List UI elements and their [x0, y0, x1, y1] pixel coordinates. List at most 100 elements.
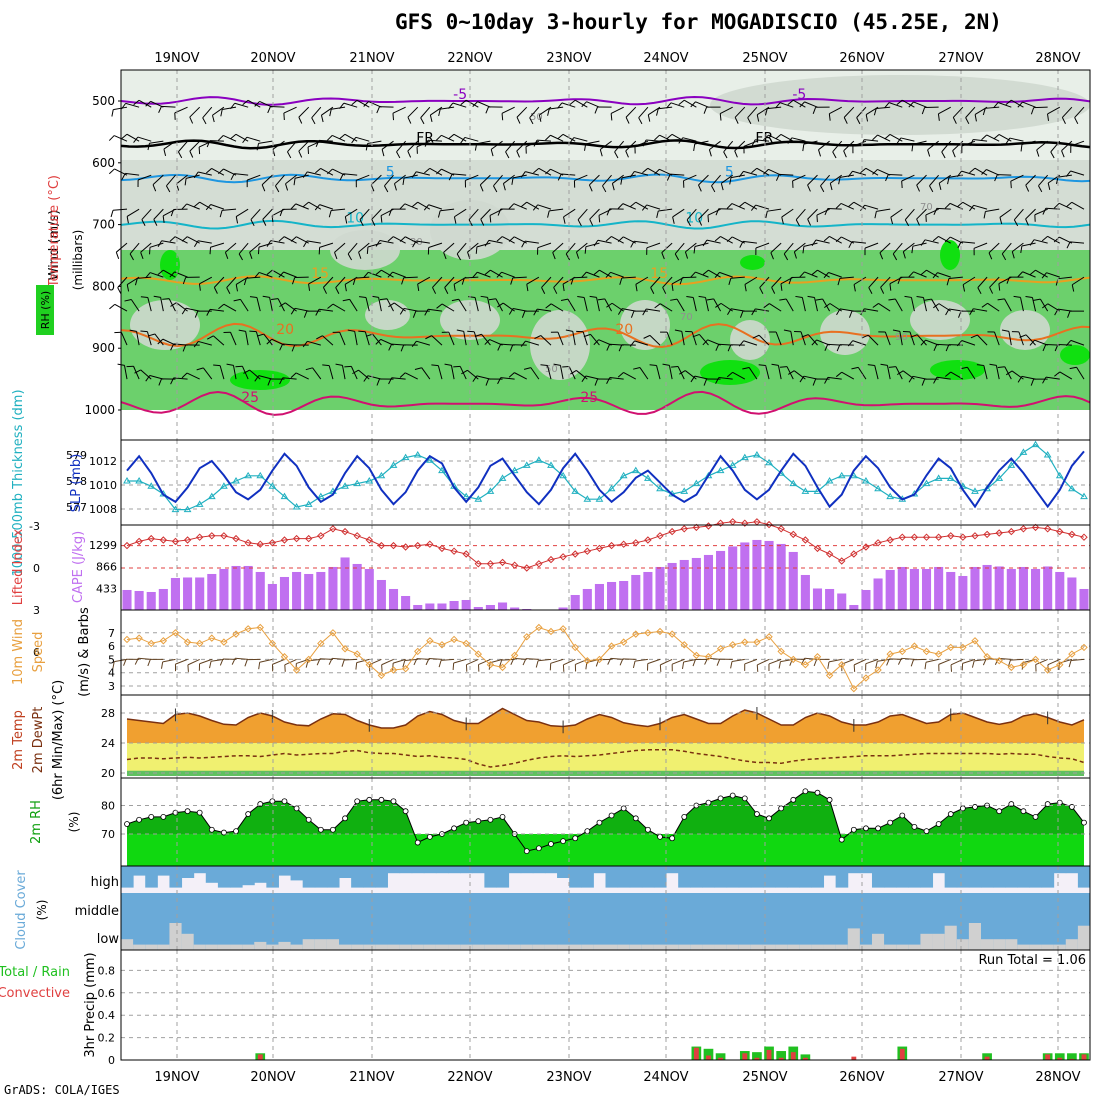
wind-barb-flag [599, 149, 603, 157]
wind-barb-staff [530, 367, 540, 380]
wind-barb-staff [403, 276, 418, 279]
wind-barb-flag [952, 150, 956, 158]
wind-barb-flag [619, 658, 624, 666]
upper-wind-barb [1066, 201, 1085, 210]
wind-barb-flag [771, 363, 779, 366]
wind-barb-staff [367, 375, 382, 380]
rh-marker [330, 826, 336, 833]
wind-barb-staff [467, 369, 479, 380]
upper-wind-barb [1066, 241, 1085, 249]
upper-wind-barb [320, 106, 334, 123]
pressure-tick-label: 500 [92, 94, 115, 108]
upper-wind-barb [715, 376, 733, 384]
wind-barb-flag [352, 277, 356, 285]
wind-barb-flag [711, 185, 716, 193]
wind-barb-staff [767, 106, 782, 110]
upper-wind-barb [485, 106, 503, 114]
upper-wind-barb [843, 106, 855, 124]
wind-barb-flag [617, 203, 624, 209]
wind-barb-staff [989, 276, 1000, 288]
wind-barb-staff [1033, 239, 1048, 244]
upper-wind-barb [388, 377, 406, 385]
wind-barb-flag [291, 277, 296, 285]
wind-barb-staff [1071, 658, 1085, 661]
li-marker [838, 557, 846, 565]
upper-wind-barb [448, 173, 467, 181]
wind-barb-staff [1058, 202, 1073, 210]
cloud-high-bar [1053, 866, 1067, 874]
wind-barb-flag [783, 253, 789, 261]
upper-wind-barb [552, 242, 564, 260]
upper-wind-barb [941, 140, 952, 159]
rh-marker [475, 818, 482, 825]
wind-barb-flag [581, 101, 587, 108]
wind-barb-flag [218, 303, 225, 310]
wind-barb-staff [154, 333, 164, 346]
li-tick-label: 6 [33, 646, 40, 659]
upper-wind-barb [801, 334, 818, 346]
wind-barb-staff [258, 375, 273, 380]
wind-barb-staff [428, 204, 443, 210]
isotherm-label: -5 [792, 87, 806, 103]
rh-marker [1081, 819, 1087, 826]
wind-barb-flag [969, 308, 974, 315]
wind-barb-flag [892, 329, 900, 332]
upper-wind-barb [576, 330, 588, 346]
upper-wind-barb [938, 174, 952, 191]
wind-barb-flag [147, 143, 150, 151]
wind10-barb [284, 658, 297, 672]
cloud-high-bar [508, 866, 522, 874]
wind-barb-staff [828, 658, 842, 663]
wind-barb-flag [497, 377, 502, 385]
upper-wind-barb [565, 329, 576, 346]
li-marker [595, 544, 604, 553]
wind10-barb [865, 658, 879, 671]
upper-wind-barb [121, 102, 140, 110]
wind-barb-flag [563, 216, 566, 224]
rh-moist-patch [700, 360, 760, 385]
thickness-marker [1043, 451, 1052, 458]
wind-barb-flag [723, 151, 728, 159]
cloud-low-bar [1077, 925, 1091, 950]
wind-barb-flag [196, 367, 204, 371]
wind-barb-staff [822, 298, 831, 312]
wind-barb-staff [403, 307, 418, 312]
isotherm-line [120, 275, 1091, 286]
li-marker [656, 532, 664, 540]
upper-wind-barb [1041, 272, 1060, 279]
wind-barb-flag [1041, 272, 1047, 279]
upper-wind-barb [872, 134, 891, 142]
wind-barb-staff [1004, 366, 1012, 380]
precip-convective-bar [754, 1057, 760, 1060]
upper-wind-barb [401, 276, 418, 285]
wind-barb-flag [334, 252, 338, 260]
wind-barb-staff [331, 208, 346, 212]
upper-wind-barb [412, 240, 430, 248]
cloud-low-bg [641, 923, 655, 950]
thickness-marker [740, 453, 749, 461]
upper-wind-barb [141, 208, 152, 227]
wind-barb-flag [629, 340, 635, 347]
wind-barb-flag [921, 107, 926, 115]
wind-barb-flag [916, 184, 921, 192]
wind-barb-flag [1068, 660, 1072, 668]
wind-barb-flag [594, 378, 599, 386]
cloud-low-bar [278, 941, 292, 950]
upper-wind-barb [916, 208, 927, 226]
wind-barb-flag [727, 308, 732, 316]
upper-wind-barb [520, 340, 540, 347]
wind-barb-flag [807, 295, 815, 298]
wind-barb-staff [249, 242, 261, 253]
cloud-low-bg [230, 923, 243, 950]
upper-wind-barb [750, 204, 770, 211]
upper-wind-barb [379, 298, 394, 312]
upper-wind-barb [739, 201, 758, 210]
wind-barb-flag [594, 106, 599, 114]
wind10-barb [198, 658, 212, 671]
wind-barb-staff [732, 371, 746, 380]
wind10-speed-marker [280, 653, 289, 661]
wind-barb-flag [158, 106, 162, 113]
upper-wind-barb [278, 236, 297, 244]
upper-wind-barb [638, 106, 649, 125]
wind-barb-flag [147, 659, 151, 667]
